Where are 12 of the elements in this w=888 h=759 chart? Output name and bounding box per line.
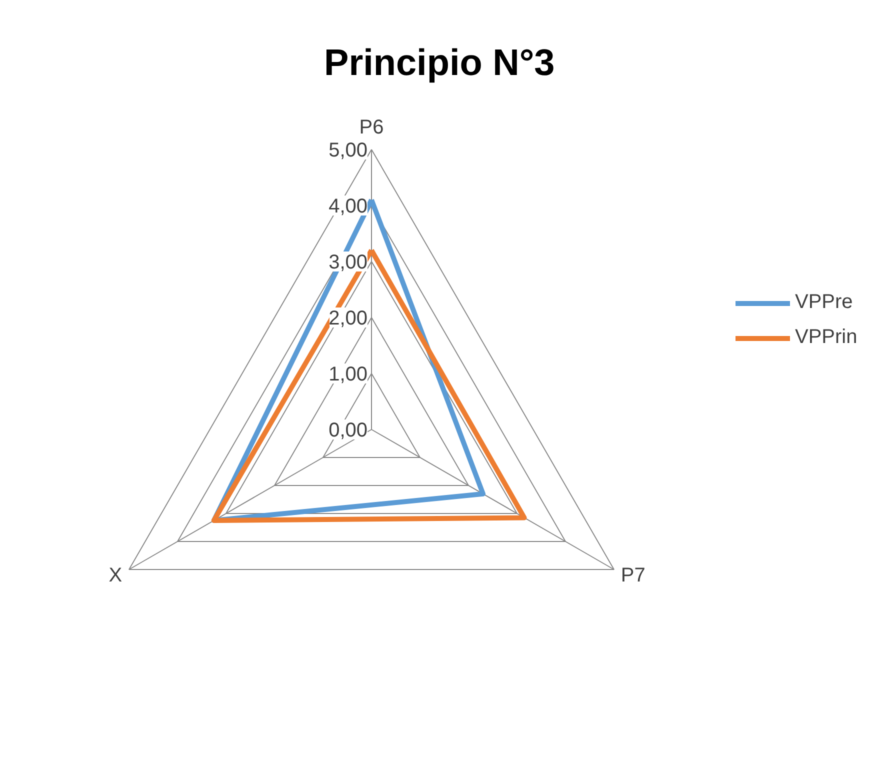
spoke-label: X: [108, 564, 122, 586]
chart-title: Principio N°3: [324, 42, 555, 83]
y-tick-label: 5,00: [328, 140, 368, 162]
legend-label: VPPre: [795, 291, 853, 314]
y-tick-label: 3,00: [328, 252, 368, 274]
spoke-label: P7: [620, 564, 646, 586]
y-tick-label: 2,00: [328, 308, 368, 330]
y-tick-label: 1,00: [328, 364, 368, 386]
legend-label: VPPrin: [795, 326, 858, 349]
y-tick-label: 4,00: [328, 196, 368, 218]
y-tick-label: 0,00: [328, 420, 368, 442]
spoke-label: P6: [359, 116, 384, 138]
